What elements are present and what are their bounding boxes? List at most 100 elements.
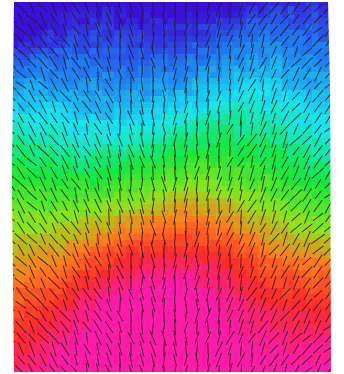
heatmap-cell xyxy=(240,72,247,79)
heatmap-cell xyxy=(12,228,13,235)
heatmap-cell xyxy=(162,138,169,145)
heatmap-cell xyxy=(258,276,265,283)
heatmap-cell xyxy=(330,54,331,61)
field-arrow xyxy=(205,110,211,126)
heatmap-cell xyxy=(18,288,25,295)
field-arrow xyxy=(152,165,154,181)
heatmap-cell xyxy=(78,108,85,115)
heatmap-cell xyxy=(30,54,37,61)
heatmap-cell xyxy=(162,180,169,187)
heatmap-cell xyxy=(330,240,331,247)
heatmap-cell xyxy=(258,66,265,73)
heatmap-cell xyxy=(108,174,115,181)
field-arrow xyxy=(139,144,145,158)
heatmap-cell xyxy=(210,348,217,355)
heatmap-cell xyxy=(150,252,157,259)
field-arrow xyxy=(129,209,133,225)
heatmap-cell xyxy=(312,324,319,331)
heatmap-cell xyxy=(264,252,271,259)
heatmap-cell xyxy=(252,54,259,61)
heatmap-cell xyxy=(252,336,259,343)
field-arrow xyxy=(228,165,232,181)
heatmap-cell xyxy=(108,294,115,301)
field-arrow xyxy=(282,132,288,148)
heatmap-cell xyxy=(60,240,67,247)
heatmap-cell xyxy=(168,108,175,115)
field-arrow xyxy=(16,221,26,235)
heatmap-cell xyxy=(330,198,331,205)
heatmap-cell xyxy=(300,126,307,133)
heatmap-cell xyxy=(42,252,49,259)
heatmap-cell xyxy=(180,132,187,139)
heatmap-cell xyxy=(114,258,121,265)
field-arrow xyxy=(173,318,177,336)
heatmap-cell xyxy=(72,264,79,271)
heatmap-cell xyxy=(228,90,235,97)
heatmap-cell xyxy=(198,210,205,217)
heatmap-cell xyxy=(18,6,25,13)
heatmap-cell xyxy=(180,360,187,367)
field-arrow xyxy=(292,275,300,291)
heatmap-cell xyxy=(192,120,199,127)
heatmap-cell xyxy=(234,78,241,85)
heatmap-cell xyxy=(60,60,67,67)
heatmap-cell xyxy=(276,60,283,67)
heatmap-cell xyxy=(18,282,25,289)
heatmap-cell xyxy=(12,306,19,313)
heatmap-cell xyxy=(300,168,307,175)
heatmap-cell xyxy=(198,234,205,241)
field-arrow xyxy=(151,309,155,323)
heatmap-cell xyxy=(66,12,73,19)
field-arrow xyxy=(271,68,277,80)
field-arrow xyxy=(335,225,344,231)
heatmap-cell xyxy=(96,48,103,55)
heatmap-cell xyxy=(144,102,151,109)
heatmap-cell xyxy=(228,120,235,127)
field-arrow xyxy=(173,144,177,158)
heatmap-cell xyxy=(156,264,163,271)
heatmap-cell xyxy=(12,186,13,193)
heatmap-cell xyxy=(90,144,97,151)
field-arrow xyxy=(258,13,268,25)
heatmap-cell xyxy=(246,204,253,211)
heatmap-cell xyxy=(60,342,67,349)
heatmap-cell xyxy=(36,270,43,277)
heatmap-cell xyxy=(90,96,97,103)
heatmap-cell xyxy=(174,144,181,151)
heatmap-cell xyxy=(276,210,283,217)
heatmap-cell xyxy=(48,192,55,199)
heatmap-cell xyxy=(192,294,199,301)
heatmap-cell xyxy=(12,36,19,43)
heatmap-cell xyxy=(336,42,343,49)
heatmap-cell xyxy=(66,366,73,372)
heatmap-cell xyxy=(330,108,331,115)
field-arrow xyxy=(17,189,25,201)
heatmap-cell xyxy=(54,84,61,91)
heatmap-cell xyxy=(132,168,139,175)
heatmap-cell xyxy=(54,324,61,331)
heatmap-cell xyxy=(66,228,73,235)
heatmap-cell xyxy=(60,72,67,79)
heatmap-cell xyxy=(336,264,343,271)
heatmap-cell xyxy=(270,54,277,61)
heatmap-cell xyxy=(156,48,163,55)
field-arrow xyxy=(260,342,266,356)
field-arrow xyxy=(12,79,17,91)
heatmap-cell xyxy=(114,324,121,331)
field-arrow xyxy=(195,364,199,372)
heatmap-cell xyxy=(90,150,97,157)
heatmap-cell xyxy=(144,204,151,211)
field-arrow xyxy=(282,56,288,70)
heatmap-cell xyxy=(78,234,85,241)
heatmap-cell xyxy=(324,354,331,361)
heatmap-cell xyxy=(66,78,73,85)
heatmap-cell xyxy=(330,330,331,337)
field-arrow xyxy=(184,330,188,346)
field-arrow xyxy=(217,264,221,280)
field-arrow xyxy=(195,219,199,237)
field-arrow xyxy=(39,176,47,192)
field-arrow xyxy=(14,25,28,35)
heatmap-cell xyxy=(204,60,211,67)
field-arrow xyxy=(59,34,71,48)
heatmap-cell xyxy=(72,138,79,145)
